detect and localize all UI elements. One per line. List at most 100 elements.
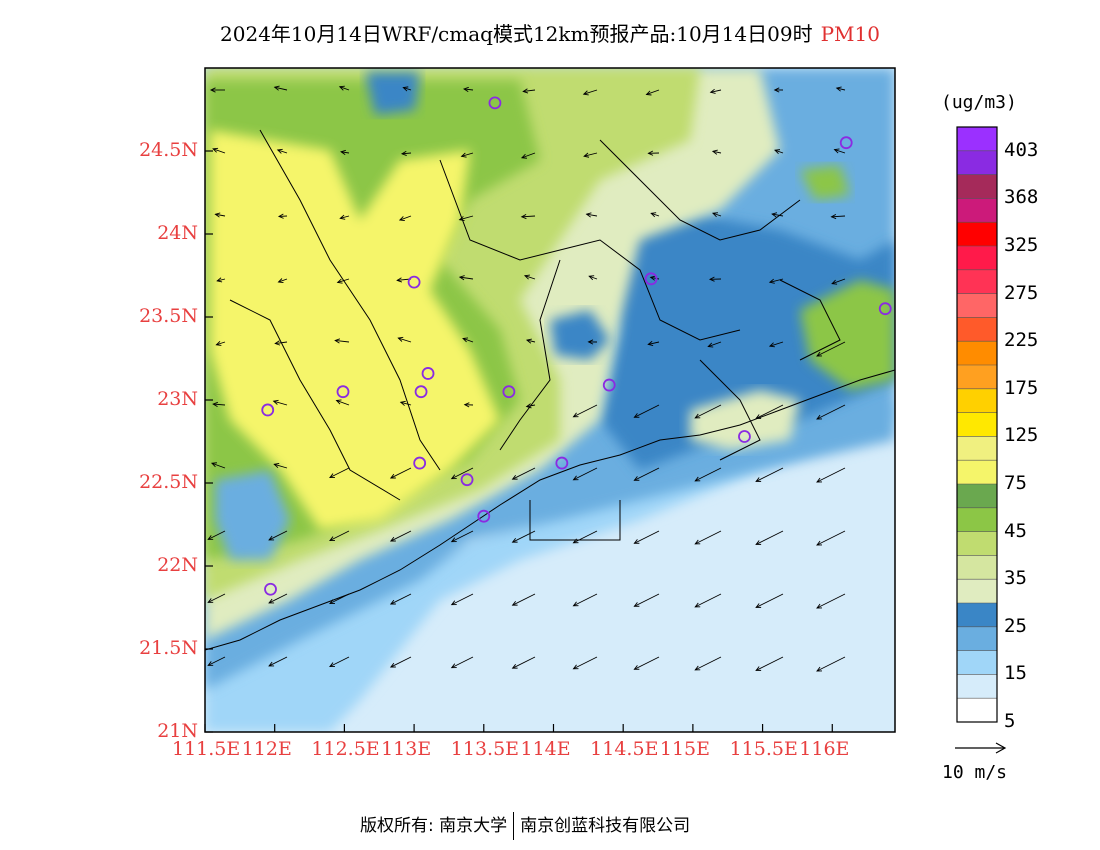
lat-label: 21.5N [139, 637, 198, 659]
wind-arrow [389, 656, 412, 668]
station-marker [555, 456, 569, 470]
lat-label: 23.5N [139, 305, 198, 327]
station-marker [414, 385, 428, 399]
wind-arrow [215, 340, 226, 346]
wind-arrow [520, 213, 536, 220]
e-pale-patch [690, 390, 800, 450]
wind-arrow [277, 213, 288, 219]
wind-arrow [276, 148, 288, 154]
lat-label: 21N [157, 720, 198, 742]
wind-arrow [572, 530, 598, 544]
wind-arrow [650, 212, 660, 218]
legend-label: 45 [1004, 519, 1027, 542]
legend-unit: (ug/m3) [941, 92, 1017, 113]
copyright-notice: 版权所有: 南京大学 南京创蓝科技有限公司 [360, 811, 690, 840]
wind-arrow [522, 88, 536, 94]
wind-arrow [462, 86, 474, 93]
wind-arrow [511, 593, 536, 606]
wind-arrow [711, 212, 722, 218]
lon-label: 112.5E [311, 738, 380, 760]
wind-arrow [397, 336, 412, 343]
wind-arrow [588, 275, 598, 281]
wind-arrow [773, 87, 784, 93]
wind-arrow [450, 530, 474, 543]
wind-arrow [572, 656, 598, 670]
legend-swatch [957, 293, 997, 318]
wind-arrow [511, 530, 536, 543]
lat-label: 22.5N [139, 471, 198, 493]
station-marker [502, 385, 516, 399]
wind-arrow [755, 404, 784, 419]
wind-arrow [389, 593, 412, 605]
legend-frame [956, 126, 998, 723]
title-text: 2024年10月14日WRF/cmaq模式12km预报产品:10月14日09时 [220, 22, 813, 46]
wind-arrow [272, 399, 288, 406]
wind-arrow [463, 402, 474, 408]
wind-arrow [583, 152, 598, 158]
wind-arrow [450, 593, 474, 606]
wind-arrow [339, 214, 350, 220]
legend-label: 175 [1004, 376, 1039, 399]
wind-arrow [633, 656, 660, 670]
wind-arrow [273, 463, 288, 469]
legend-swatch [957, 127, 997, 152]
wind-arrow [816, 530, 846, 546]
land-blue-mid [600, 215, 895, 470]
station-marker [336, 385, 350, 399]
n-blue-patch [365, 72, 420, 115]
station-marker [644, 272, 658, 286]
wind-arrow [647, 340, 660, 346]
legend-label: 403 [1004, 138, 1039, 161]
wind-arrow [268, 530, 288, 541]
wind-arrow [572, 593, 598, 607]
wind-arrow [816, 467, 846, 483]
wind-arrow [755, 467, 784, 482]
wind-arrow [389, 530, 412, 542]
legend-swatch [957, 698, 997, 723]
wind-arrow [336, 278, 350, 284]
legend-swatch [957, 412, 997, 437]
wind-arrow [711, 149, 722, 155]
wind-arrow [831, 278, 846, 285]
wind-arrow [334, 338, 350, 344]
wind-arrow [708, 276, 722, 282]
map-title: 2024年10月14日WRF/cmaq模式12km预报产品:10月14日09时 P… [0, 18, 1100, 47]
wind-arrow [329, 656, 350, 667]
wind-arrow [389, 467, 412, 479]
copyright-separator [513, 812, 515, 840]
legend-label: 25 [1004, 614, 1027, 637]
wind-arrow [335, 399, 350, 406]
map-frame [204, 67, 896, 733]
wind-arrow [268, 593, 288, 604]
wind-arrow [209, 87, 225, 93]
wind-arrow [340, 149, 350, 155]
wind-arrow [633, 404, 660, 418]
wind-arrow [402, 86, 412, 92]
wind-vectors [207, 85, 846, 672]
legend-label: 75 [1004, 472, 1027, 494]
legend-swatch [957, 198, 997, 223]
legend-swatch [957, 341, 997, 366]
legend-swatch [957, 603, 997, 628]
c-blue-patch [550, 310, 610, 360]
wind-arrow [694, 593, 722, 608]
station-marker [460, 473, 474, 487]
lon-label: 116E [799, 738, 850, 760]
wind-arrow [511, 467, 536, 480]
wind-arrow [645, 89, 660, 96]
wind-arrow [277, 278, 288, 284]
concentration-field [205, 68, 895, 732]
station-marker [477, 509, 491, 523]
wind-arrow [329, 467, 350, 478]
wind-arrow [207, 656, 226, 666]
copyright-left: 版权所有: 南京大学 [360, 816, 508, 836]
legend-swatch [957, 484, 997, 509]
station-marker [264, 582, 277, 596]
wind-arrow [572, 404, 598, 418]
wind-arrow [212, 147, 226, 154]
wind-arrow [523, 274, 536, 280]
station-marker [261, 403, 275, 417]
lat-label: 24.5N [139, 139, 198, 161]
